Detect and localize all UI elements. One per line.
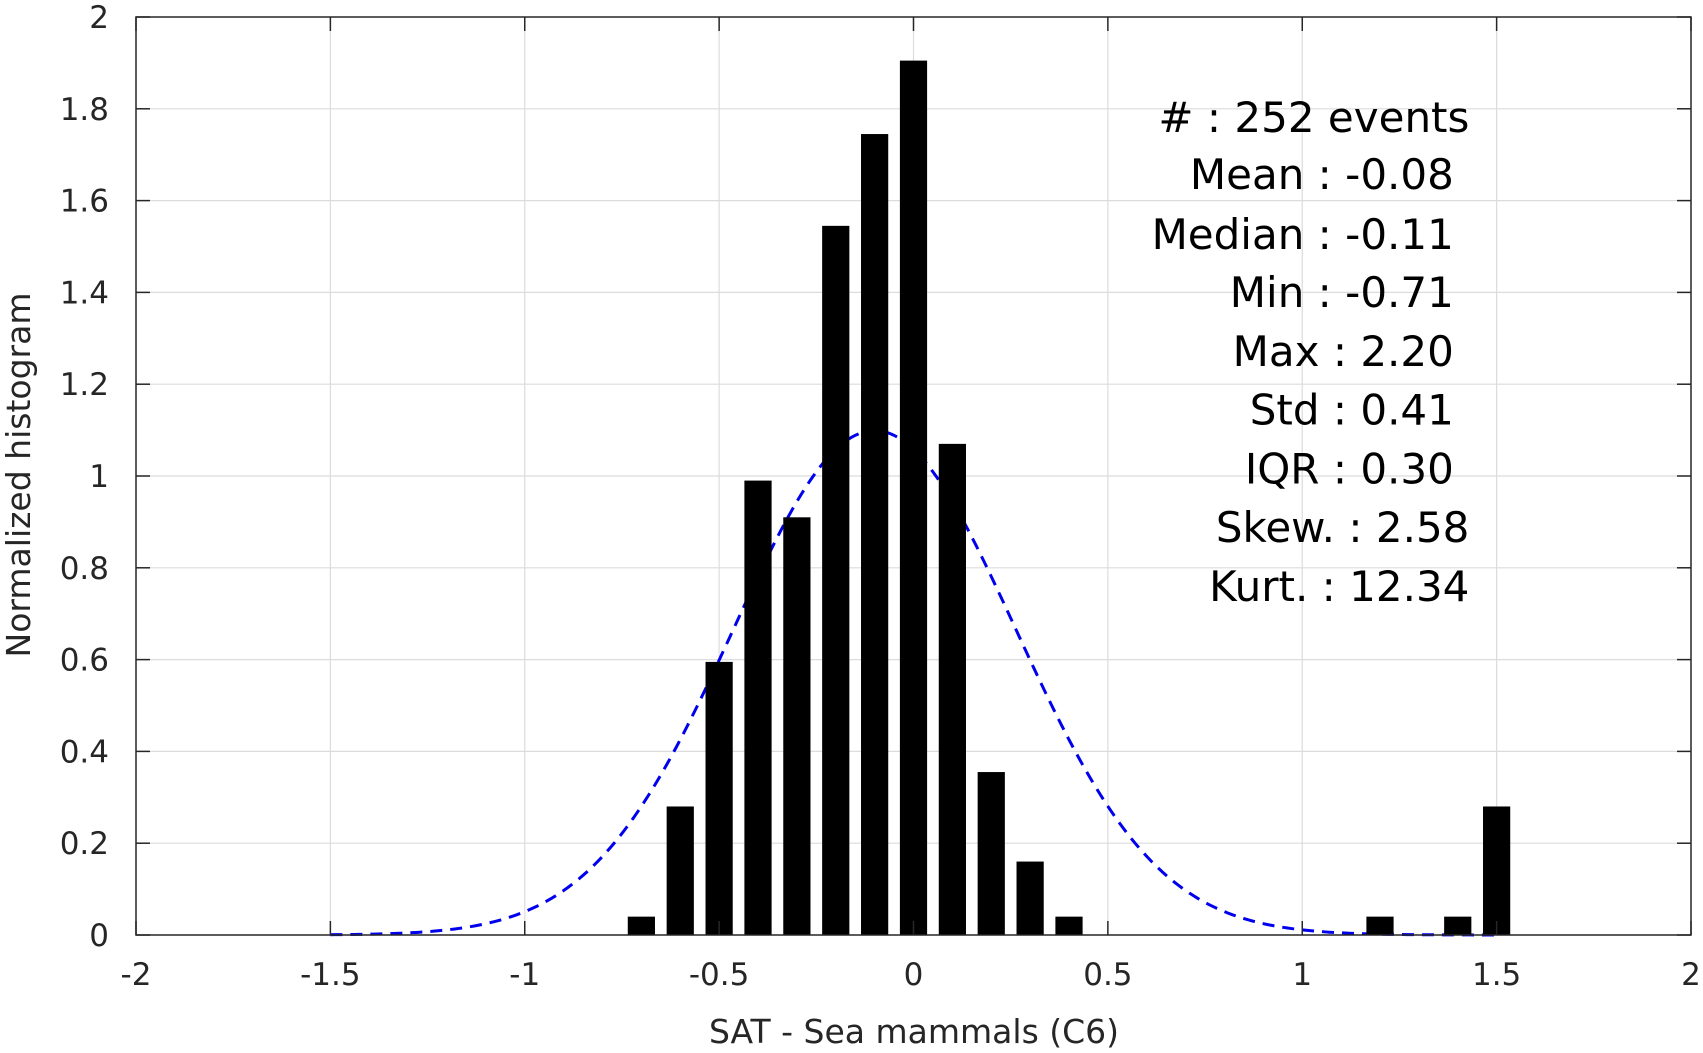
y-axis-ticks: 0 0.2 0.4 0.6 0.8 1 1.2 1.4 1.6 1.8 2	[60, 0, 1691, 954]
histogram-bar	[822, 225, 850, 936]
stat-line: Std : 0.41	[1250, 386, 1454, 435]
stat-line: Max : 2.20	[1233, 327, 1454, 376]
x-tick-label: -2	[121, 957, 152, 993]
y-tick-label: 0.6	[60, 643, 109, 679]
x-axis-label: SAT - Sea mammals (C6)	[709, 1012, 1119, 1051]
y-tick-label: 0.2	[60, 826, 109, 862]
y-tick-label: 0.8	[60, 551, 109, 587]
y-tick-label: 1.8	[60, 92, 109, 128]
x-tick-label: -1.5	[300, 957, 361, 993]
histogram-bar	[1366, 916, 1394, 935]
histogram-bar	[1483, 806, 1511, 935]
histogram-bar	[977, 772, 1005, 935]
y-tick-label: 1.2	[60, 367, 109, 403]
histogram-bar	[666, 806, 694, 935]
stat-line: Min : -0.71	[1230, 268, 1454, 317]
stat-line: Median : -0.11	[1152, 210, 1454, 259]
y-tick-label: 0	[89, 918, 109, 954]
y-tick-label: 1.4	[60, 275, 109, 311]
x-tick-label: 1	[1292, 957, 1312, 993]
stat-line: Skew. : 2.58	[1216, 503, 1470, 552]
stat-line: Mean : -0.08	[1190, 150, 1454, 199]
histogram-bar	[899, 60, 928, 936]
statistics-annotation: # : 252 events Mean : -0.08 Median : -0.11…	[1152, 93, 1470, 611]
y-tick-label: 2	[89, 0, 109, 36]
histogram-bar	[705, 661, 733, 935]
y-tick-label: 1	[89, 459, 109, 495]
histogram-bar	[744, 480, 772, 935]
x-tick-label: 0	[904, 957, 924, 993]
stat-line: IQR : 0.30	[1245, 444, 1454, 493]
y-tick-label: 1.6	[60, 184, 109, 220]
histogram-bar	[1444, 916, 1472, 935]
histogram-bar	[861, 134, 889, 936]
x-tick-label: 0.5	[1083, 957, 1132, 993]
histogram-bar	[938, 443, 966, 935]
x-axis-ticks: -2 -1.5 -1 -0.5 0 0.5 1 1.5 2	[121, 17, 1701, 993]
y-axis-label: Normalized histogram	[0, 293, 38, 658]
stat-line: # : 252 events	[1158, 93, 1469, 142]
stat-line: Kurt. : 12.34	[1209, 562, 1469, 611]
histogram-bars	[627, 60, 1511, 936]
x-tick-label: 2	[1681, 957, 1701, 993]
x-tick-label: 1.5	[1472, 957, 1521, 993]
histogram-bar	[783, 517, 811, 935]
histogram-bar	[627, 916, 655, 935]
y-tick-label: 0.4	[60, 734, 109, 770]
x-tick-label: -1	[509, 957, 540, 993]
x-tick-label: -0.5	[689, 957, 750, 993]
histogram-bar	[1016, 861, 1044, 935]
histogram-bar	[1055, 916, 1083, 935]
